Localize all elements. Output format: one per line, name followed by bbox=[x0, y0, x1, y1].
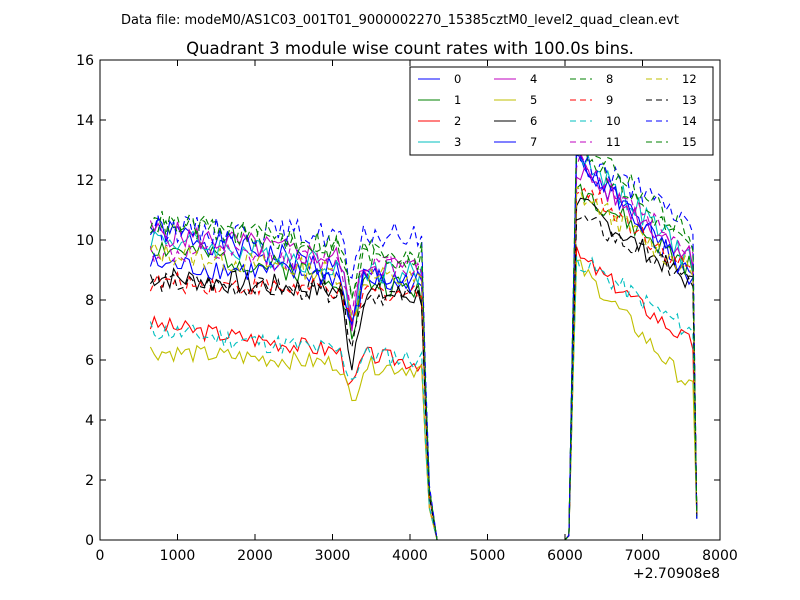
series-line-5 bbox=[149, 259, 698, 541]
y-tick-label: 10 bbox=[76, 233, 94, 249]
x-tick-label: 2000 bbox=[237, 548, 273, 564]
legend-label-6: 6 bbox=[530, 114, 537, 128]
x-tick-label: 7000 bbox=[625, 548, 661, 564]
legend-label-8: 8 bbox=[606, 72, 613, 86]
x-tick-label: 6000 bbox=[547, 548, 583, 564]
y-tick-label: 8 bbox=[85, 293, 94, 309]
x-tick-label: 8000 bbox=[702, 548, 738, 564]
x-tick-label: 0 bbox=[96, 548, 105, 564]
x-offset-label: +2.70908e8 bbox=[633, 566, 720, 582]
legend-label-5: 5 bbox=[530, 93, 537, 107]
legend-label-12: 12 bbox=[682, 72, 697, 86]
legend-label-0: 0 bbox=[454, 72, 461, 86]
series-line-7 bbox=[149, 144, 698, 541]
legend-label-3: 3 bbox=[454, 135, 461, 149]
legend-label-1: 1 bbox=[454, 93, 461, 107]
legend-label-2: 2 bbox=[454, 114, 461, 128]
legend-box bbox=[409, 66, 714, 156]
legend-label-10: 10 bbox=[606, 114, 621, 128]
series-line-14 bbox=[149, 142, 698, 541]
series-line-2 bbox=[149, 246, 698, 541]
series-line-6 bbox=[149, 197, 698, 541]
chart-title: Quadrant 3 module wise count rates with … bbox=[186, 39, 634, 58]
legend-label-15: 15 bbox=[682, 135, 697, 149]
legend-label-13: 13 bbox=[682, 93, 697, 107]
y-tick-label: 2 bbox=[85, 473, 94, 489]
x-tick-label: 4000 bbox=[392, 548, 428, 564]
plot-area: 0 1000 2000 3000 4000 5000 6000 7000 80000246810… bbox=[76, 53, 738, 582]
legend-label-9: 9 bbox=[606, 93, 613, 107]
series-line-12 bbox=[149, 185, 698, 541]
y-tick-label: 0 bbox=[85, 533, 94, 549]
series-line-8 bbox=[149, 137, 698, 541]
y-tick-label: 4 bbox=[85, 413, 94, 429]
series-line-9 bbox=[149, 187, 698, 541]
legend-label-11: 11 bbox=[606, 135, 621, 149]
series-layer bbox=[149, 128, 698, 541]
y-tick-label: 12 bbox=[76, 173, 94, 189]
y-tick-label: 16 bbox=[76, 53, 94, 69]
x-tick-label: 3000 bbox=[315, 548, 351, 564]
x-tick-label: 5000 bbox=[470, 548, 506, 564]
y-tick-label: 14 bbox=[76, 113, 94, 129]
series-line-11 bbox=[149, 152, 698, 541]
x-tick-label: 1000 bbox=[160, 548, 196, 564]
data-file-title: Data file: modeM0/AS1C03_001T01_90000022… bbox=[121, 13, 679, 28]
legend-label-7: 7 bbox=[530, 135, 537, 149]
legend-label-14: 14 bbox=[682, 114, 697, 128]
axis-layer: 0 1000 2000 3000 4000 5000 6000 7000 80000246810… bbox=[76, 53, 738, 582]
series-line-10 bbox=[149, 256, 698, 541]
y-tick-label: 6 bbox=[85, 353, 94, 369]
legend-label-4: 4 bbox=[530, 72, 537, 86]
series-line-13 bbox=[149, 214, 698, 541]
